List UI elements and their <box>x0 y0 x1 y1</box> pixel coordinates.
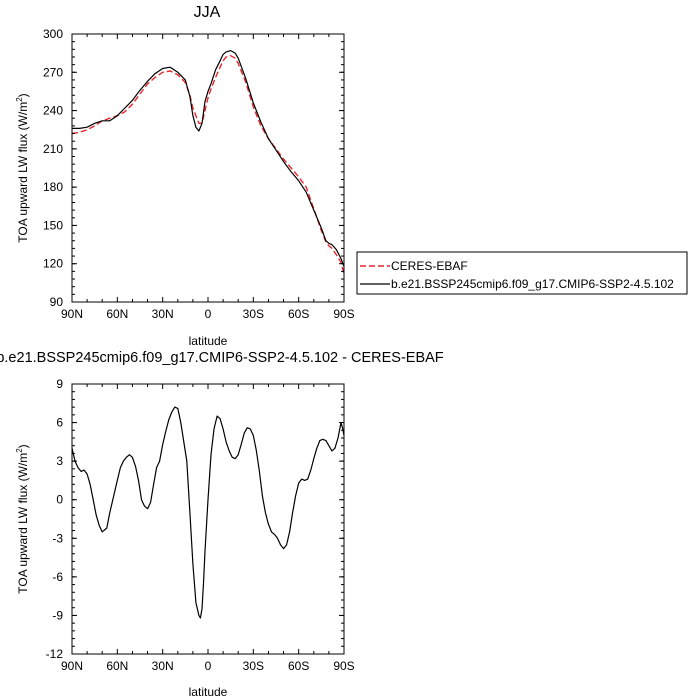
plot-frame <box>71 33 345 303</box>
y-tick-label: 210 <box>43 142 63 156</box>
y-tick-label: 180 <box>43 180 63 194</box>
x-tick-label: 60N <box>106 659 128 673</box>
legend-label-model: b.e21.BSSP245cmip6.f09_g17.CMIP6-SSP2-4.… <box>391 277 674 291</box>
x-axis-label: latitude <box>189 685 228 699</box>
x-tick-label: 60N <box>106 307 128 321</box>
series-line-2 <box>72 49 345 267</box>
x-tick-label: 90N <box>61 659 83 673</box>
plot-frame <box>71 383 345 655</box>
y-tick-label: 270 <box>43 65 63 79</box>
y-tick-label: -12 <box>46 647 64 661</box>
y-tick-label: -9 <box>52 608 63 622</box>
y-tick-label: 9 <box>56 377 63 391</box>
chart-title: JJA <box>194 4 221 21</box>
x-tick-label: 60S <box>288 659 309 673</box>
x-tick-label: 60S <box>288 307 309 321</box>
x-tick-label: 30N <box>152 307 174 321</box>
x-tick-label: 0 <box>205 659 212 673</box>
y-tick-label: -3 <box>52 531 63 545</box>
y-tick-label: 240 <box>43 104 63 118</box>
x-tick-label: 90S <box>333 307 354 321</box>
legend-box <box>356 251 688 295</box>
legend: CERES-EBAF b.e21.BSSP245cmip6.f09_g17.CM… <box>356 251 688 295</box>
y-tick-label: 150 <box>43 218 63 232</box>
series-line-1 <box>71 55 345 275</box>
y-tick-label: 90 <box>50 295 64 309</box>
y-tick-label: 0 <box>56 493 63 507</box>
y-tick-label: 6 <box>56 416 63 430</box>
panel-top: JJA 90N 60N 30N 0 30S 60S 90S 90 120 150 180 210 240… <box>15 4 355 348</box>
x-tick-label: 90S <box>333 659 354 673</box>
x-axis-label: latitude <box>189 334 228 348</box>
x-tick-label: 0 <box>205 307 212 321</box>
y-tick-label: -6 <box>52 570 63 584</box>
y-tick-label: 300 <box>43 27 63 41</box>
legend-label-ceres: CERES-EBAF <box>391 259 468 273</box>
chart-title: b.e21.BSSP245cmip6.f09_g17.CMIP6-SSP2-4.… <box>0 350 444 366</box>
x-tick-label: 90N <box>61 307 83 321</box>
y-tick-label: 120 <box>43 257 63 271</box>
x-tick-label: 30S <box>243 659 264 673</box>
y-axis-label: TOA upward LW flux (W/m2) <box>15 444 30 593</box>
y-axis-label: TOA upward LW flux (W/m2) <box>15 93 30 242</box>
series-line-1 <box>71 406 345 619</box>
x-tick-label: 30N <box>152 659 174 673</box>
panel-bottom: b.e21.BSSP245cmip6.f09_g17.CMIP6-SSP2-4.… <box>0 350 444 699</box>
y-tick-label: 3 <box>56 454 63 468</box>
x-tick-label: 30S <box>243 307 264 321</box>
